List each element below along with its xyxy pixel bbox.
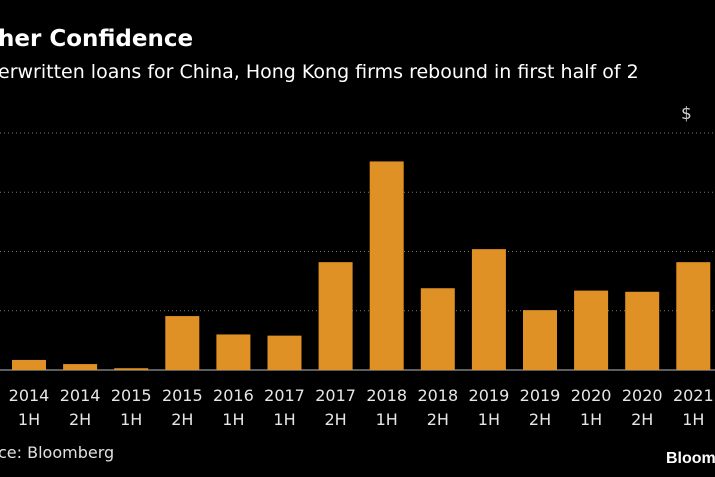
x-tick-year-label: 2017 [264, 386, 305, 405]
x-tick-year-label: 2019 [520, 386, 561, 405]
bar-2016-1h [216, 334, 251, 370]
x-tick-year-label: 2015 [162, 386, 203, 405]
x-tick-year-label: 2018 [417, 386, 458, 405]
bar-2018-2h [420, 288, 455, 370]
x-tick-year-label: 2019 [469, 386, 510, 405]
bar-2015-1h [114, 368, 149, 370]
x-tick-half-label: 2H [427, 410, 449, 429]
bar-2019-2h [523, 310, 557, 370]
x-tick-year-label: 2021 [673, 386, 714, 405]
chart-title: her Confidence [0, 26, 194, 52]
bar-2021-1h [676, 262, 711, 370]
x-tick-half-label: 1H [376, 410, 398, 429]
x-axis-tick-labels: 2014 1H 2014 2H 2015 1H 2015 2H 2016 1H 2017 1H 2017… [9, 386, 714, 429]
bar-2020-1h [574, 290, 609, 370]
bar-2018-1h [369, 161, 404, 370]
x-tick-half-label: 1H [222, 410, 244, 429]
bar-2017-2h [318, 262, 353, 370]
bloomberg-logo: Bloom [666, 450, 715, 467]
x-tick-year-label: 2014 [60, 386, 101, 405]
bar-2014-2h [63, 364, 98, 370]
x-tick-year-label: 2016 [213, 386, 254, 405]
bar-2017-1h [267, 335, 302, 370]
source-note: ce: Bloomberg [0, 443, 115, 462]
x-tick-half-label: 1H [682, 410, 704, 429]
x-tick-half-label: 1H [478, 410, 500, 429]
x-tick-year-label: 2020 [571, 386, 612, 405]
x-tick-half-label: 1H [18, 410, 40, 429]
bar-2014-1h [12, 359, 46, 370]
x-tick-year-label: 2015 [111, 386, 152, 405]
y-axis-unit-label: $ [681, 104, 692, 124]
x-tick-year-label: 2017 [315, 386, 356, 405]
x-tick-half-label: 2H [69, 410, 91, 429]
x-tick-half-label: 1H [273, 410, 295, 429]
x-tick-half-label: 2H [171, 410, 193, 429]
bar-2015-2h [165, 316, 200, 370]
x-tick-half-label: 2H [324, 410, 346, 429]
x-tick-half-label: 2H [631, 410, 653, 429]
bars [12, 161, 711, 370]
x-tick-half-label: 1H [580, 410, 602, 429]
bar-2020-2h [625, 291, 660, 370]
x-tick-year-label: 2020 [622, 386, 663, 405]
x-tick-half-label: 2H [529, 410, 551, 429]
x-tick-half-label: 1H [120, 410, 142, 429]
bar-2019-1h [471, 249, 506, 370]
chart-subtitle: erwritten loans for China, Hong Kong fir… [0, 61, 639, 83]
x-tick-year-label: 2014 [9, 386, 50, 405]
x-tick-year-label: 2018 [366, 386, 407, 405]
